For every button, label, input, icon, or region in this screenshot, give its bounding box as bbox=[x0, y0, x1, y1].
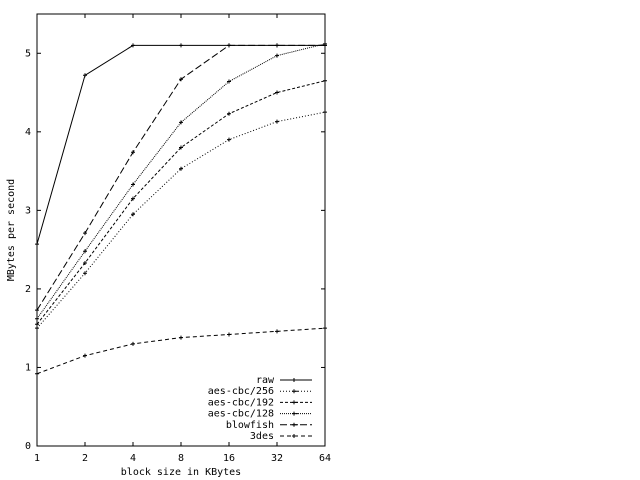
legend-marker bbox=[292, 389, 298, 394]
y-tick-label: 4 bbox=[25, 127, 31, 138]
point-marker bbox=[83, 73, 87, 78]
point-marker bbox=[179, 77, 183, 82]
point-marker bbox=[131, 182, 135, 187]
legend-marker bbox=[292, 378, 298, 382]
point-marker bbox=[323, 326, 327, 331]
legend-label: aes-cbc/256 bbox=[208, 386, 274, 397]
point-marker bbox=[179, 335, 183, 340]
point-marker bbox=[131, 43, 135, 48]
point-marker bbox=[35, 242, 39, 247]
point-marker bbox=[275, 329, 279, 334]
x-tick-label: 64 bbox=[319, 453, 331, 464]
point-marker bbox=[275, 90, 279, 95]
legend-marker bbox=[292, 400, 298, 405]
point-marker bbox=[83, 231, 87, 236]
series-line bbox=[36, 80, 326, 325]
point-marker bbox=[83, 260, 87, 265]
point-marker bbox=[323, 43, 327, 48]
point-marker bbox=[275, 43, 279, 48]
x-tick-label: 16 bbox=[223, 453, 235, 464]
point-marker bbox=[35, 322, 39, 327]
point-marker bbox=[83, 271, 87, 276]
point-marker bbox=[275, 119, 279, 124]
y-tick-label: 2 bbox=[25, 284, 31, 295]
y-axis-label: MBytes per second bbox=[6, 179, 17, 281]
point-marker bbox=[131, 341, 135, 346]
x-tick-label: 4 bbox=[130, 453, 136, 464]
series-line bbox=[36, 43, 326, 320]
legend-label: blowfish bbox=[226, 420, 274, 431]
y-tick-label: 1 bbox=[25, 362, 31, 373]
point-marker bbox=[131, 212, 135, 217]
point-marker bbox=[179, 43, 183, 48]
legend-label: raw bbox=[256, 375, 275, 386]
point-marker bbox=[227, 137, 231, 142]
point-marker bbox=[131, 150, 135, 155]
legend-marker bbox=[292, 434, 298, 438]
legend-marker bbox=[292, 422, 298, 427]
series-line bbox=[36, 327, 326, 375]
x-tick-label: 1 bbox=[34, 453, 40, 464]
x-tick-label: 2 bbox=[82, 453, 88, 464]
y-tick-label: 5 bbox=[25, 48, 31, 59]
point-marker bbox=[323, 78, 327, 83]
y-tick-label: 0 bbox=[25, 441, 31, 452]
point-marker bbox=[227, 332, 231, 337]
point-marker bbox=[35, 308, 39, 313]
point-marker bbox=[323, 110, 327, 115]
point-marker bbox=[83, 249, 87, 254]
legend-label: aes-cbc/192 bbox=[208, 397, 274, 408]
point-marker bbox=[227, 111, 231, 116]
y-tick-label: 3 bbox=[25, 205, 31, 216]
series-line bbox=[36, 111, 326, 329]
point-marker bbox=[131, 196, 135, 201]
series-line bbox=[36, 44, 325, 311]
point-marker bbox=[35, 371, 39, 376]
legend-label: aes-cbc/128 bbox=[208, 409, 274, 420]
legend-marker bbox=[292, 411, 298, 416]
point-marker bbox=[35, 316, 39, 321]
x-axis-label: block size in KBytes bbox=[121, 467, 241, 478]
point-marker bbox=[179, 166, 183, 171]
point-marker bbox=[179, 120, 183, 125]
x-tick-label: 32 bbox=[271, 453, 283, 464]
series-line bbox=[36, 44, 325, 245]
point-marker bbox=[227, 43, 231, 48]
point-marker bbox=[275, 53, 279, 58]
point-marker bbox=[35, 326, 39, 331]
point-marker bbox=[227, 79, 231, 84]
legend-label: 3des bbox=[250, 431, 274, 442]
x-tick-label: 8 bbox=[178, 453, 184, 464]
point-marker bbox=[179, 145, 183, 150]
point-marker bbox=[83, 353, 87, 358]
